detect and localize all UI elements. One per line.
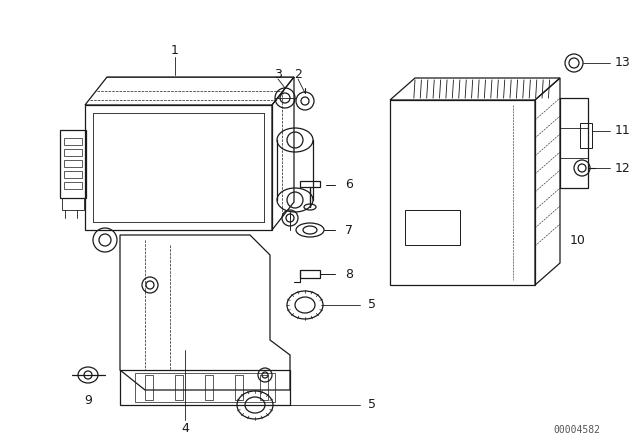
- Text: 1: 1: [171, 43, 179, 56]
- Bar: [120, 370, 290, 405]
- Bar: [135, 373, 275, 402]
- Bar: [260, 375, 268, 400]
- Text: 7: 7: [345, 224, 353, 237]
- Text: 2: 2: [294, 69, 302, 82]
- Text: 12: 12: [615, 161, 631, 175]
- Text: 8: 8: [345, 267, 353, 280]
- Text: 3: 3: [274, 69, 282, 82]
- Bar: [205, 375, 213, 400]
- Bar: [405, 210, 460, 245]
- Bar: [145, 375, 153, 400]
- Bar: [85, 105, 272, 230]
- Text: 6: 6: [345, 178, 353, 191]
- Text: 5: 5: [368, 399, 376, 412]
- Bar: [64, 160, 82, 167]
- Bar: [64, 182, 82, 189]
- Bar: [560, 98, 588, 188]
- Bar: [64, 171, 82, 178]
- Bar: [60, 130, 86, 198]
- Bar: [390, 100, 535, 285]
- Bar: [62, 198, 84, 210]
- Bar: [580, 123, 592, 148]
- Text: 9: 9: [84, 393, 92, 406]
- Bar: [64, 149, 82, 156]
- Text: 5: 5: [368, 298, 376, 311]
- Bar: [64, 138, 82, 145]
- Text: 00004582: 00004582: [553, 425, 600, 435]
- Bar: [175, 375, 183, 400]
- Text: 4: 4: [181, 422, 189, 435]
- Bar: [300, 270, 320, 278]
- Bar: [235, 375, 243, 400]
- Text: 11: 11: [615, 125, 631, 138]
- Text: 10: 10: [570, 233, 586, 246]
- Text: 13: 13: [615, 56, 631, 69]
- Bar: [300, 181, 320, 187]
